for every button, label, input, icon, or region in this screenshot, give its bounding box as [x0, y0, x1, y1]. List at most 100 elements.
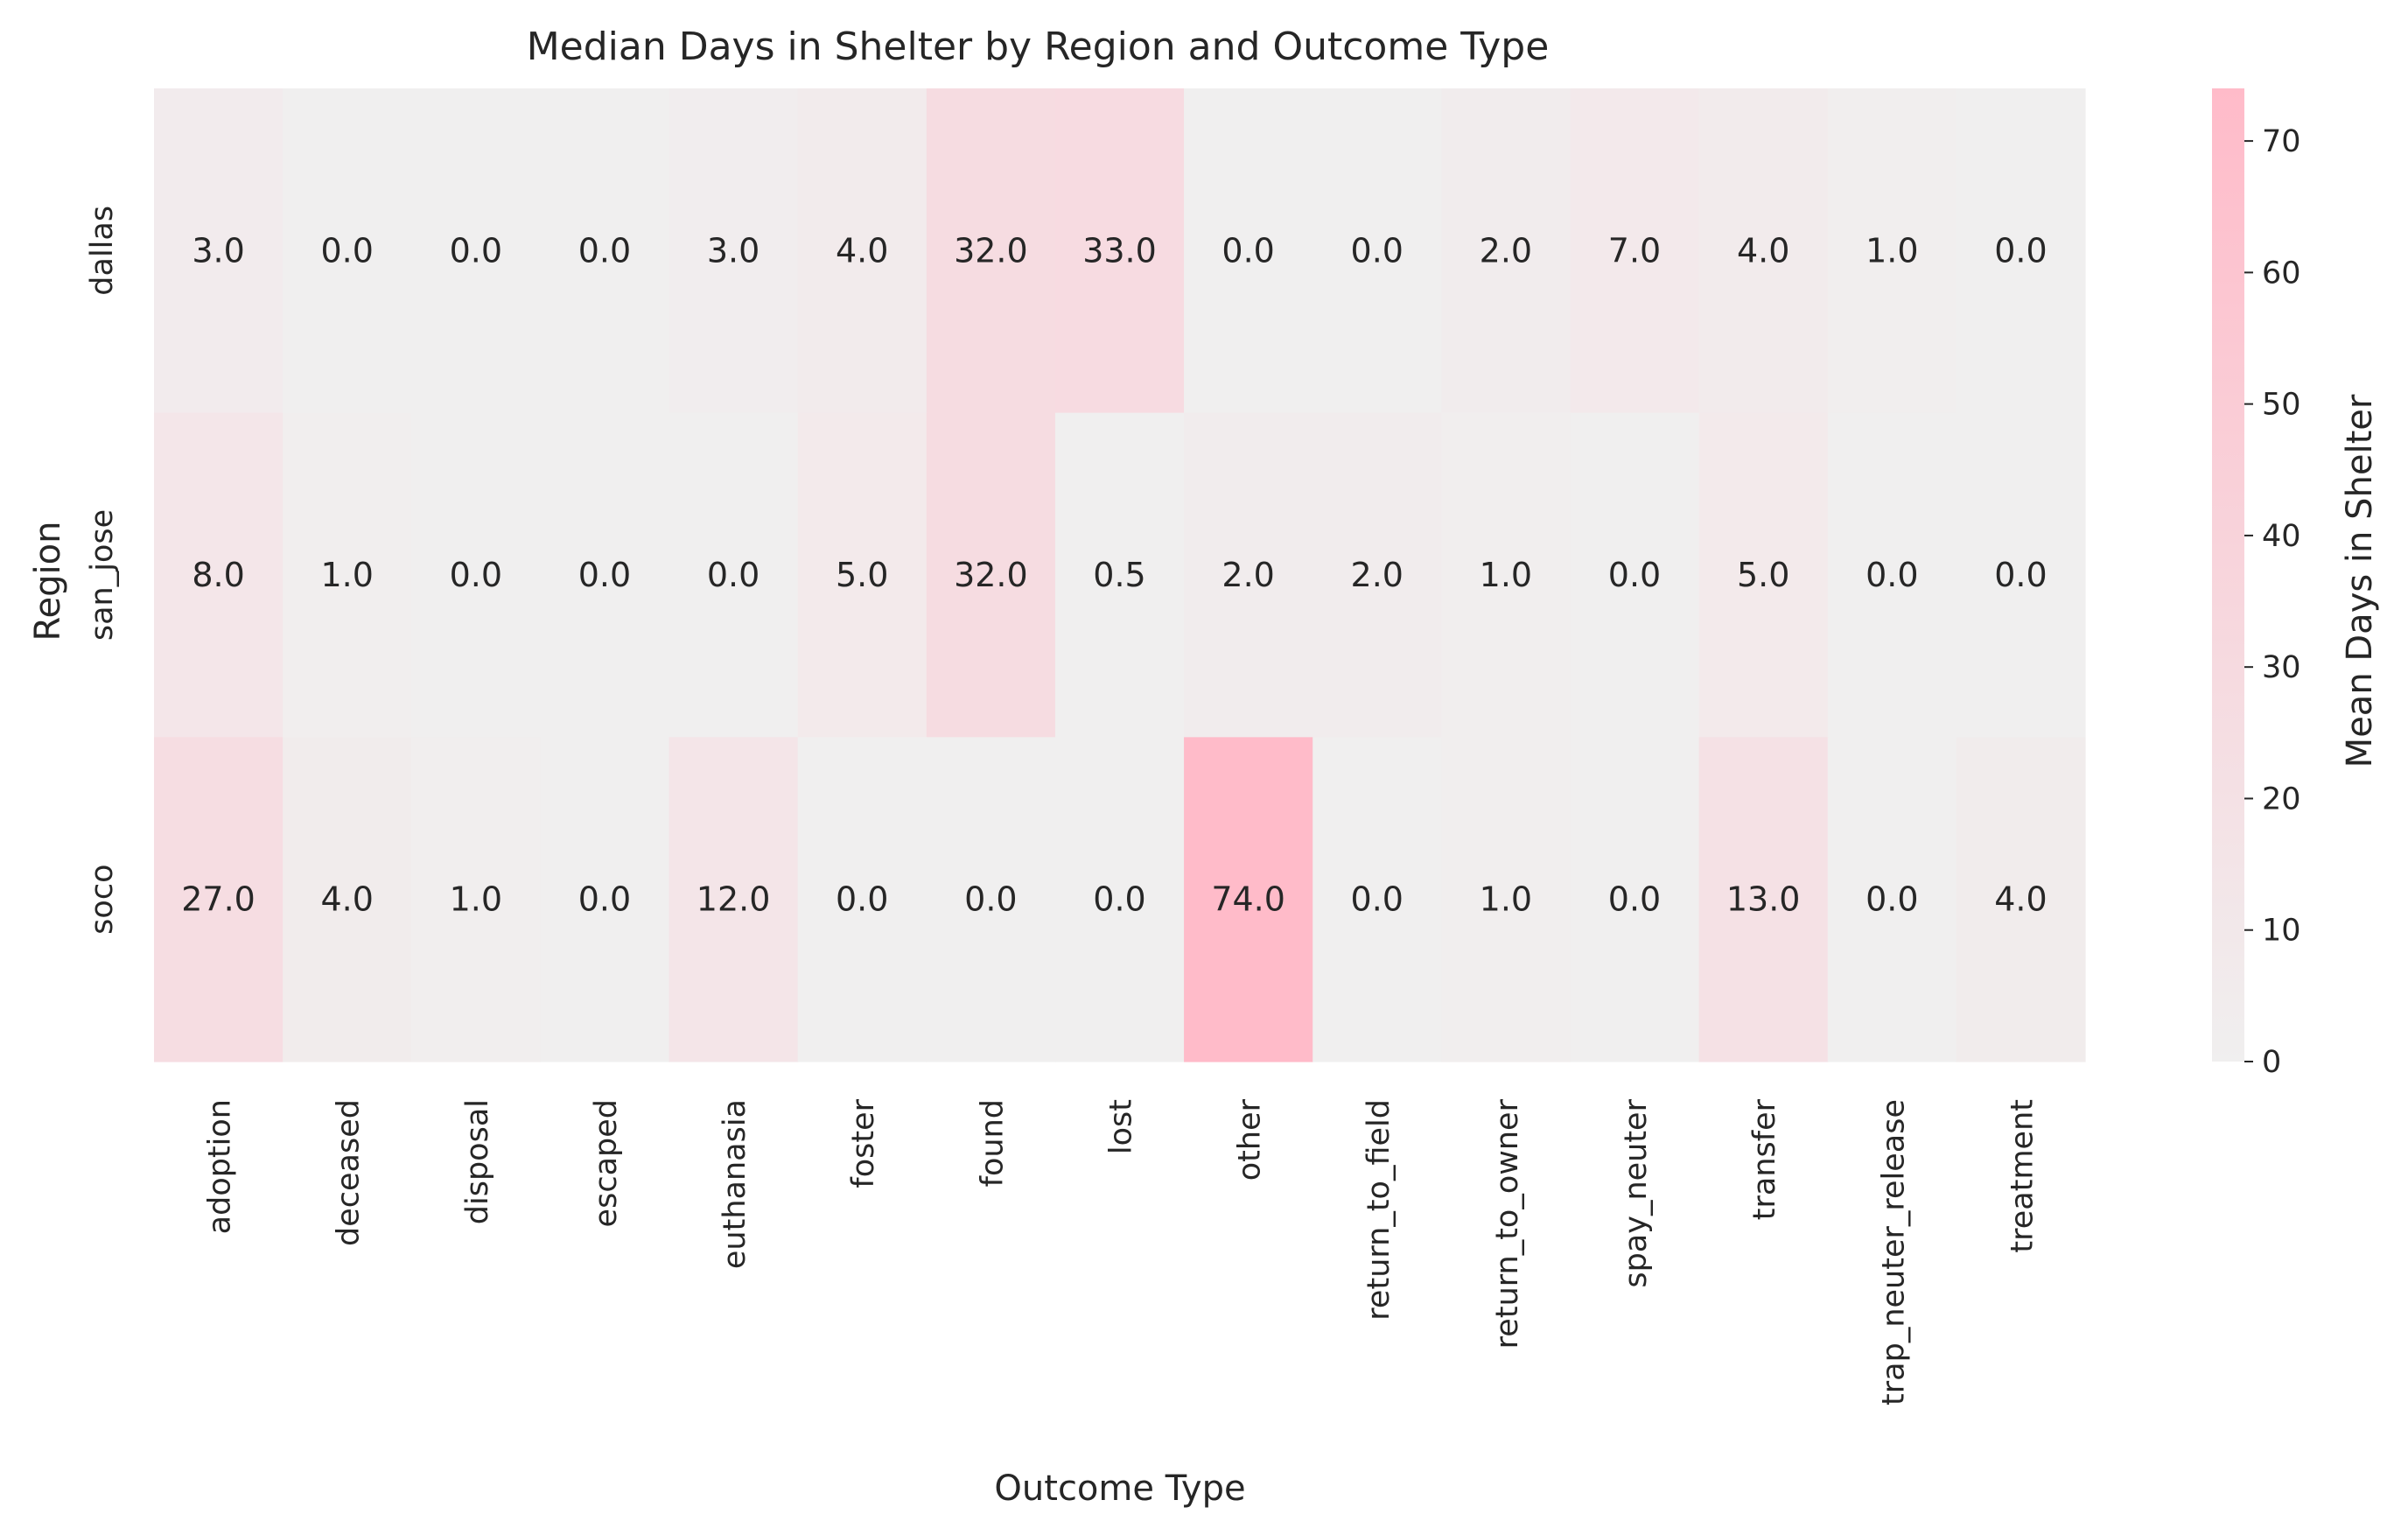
cell-value-label: 0.0: [964, 880, 1017, 919]
cell-value-label: 12.0: [696, 880, 771, 919]
heatmap-cell-san_jose-other: [1184, 412, 1313, 738]
heatmap-cell-dallas-trap_neuter_release: [1827, 88, 1957, 414]
heatmap-cell-san_jose-found: [926, 412, 1056, 738]
x-tick-label: transfer: [1747, 1098, 1782, 1220]
heatmap-cell-soco-trap_neuter_release: [1827, 737, 1957, 1062]
heatmap-cell-labels: 3.0 0.0 0.0 0.0 3.0 4.0 32.0 33.0 0.0 0.0 2.0 7.0 4.…: [181, 231, 2047, 918]
colorbar-tick-label: 60: [2262, 256, 2301, 291]
x-axis-tick-labels: adoption deceased disposal escaped euthanasi…: [203, 1098, 2040, 1405]
y-axis-label: Region: [28, 522, 68, 641]
cell-value-label: 2.0: [1222, 556, 1274, 594]
cell-value-label: 0.0: [578, 231, 631, 270]
heatmap-cell-soco-other: [1184, 737, 1313, 1062]
x-tick-label: escaped: [589, 1099, 624, 1227]
heatmap-cell-dallas-adoption: [154, 88, 284, 414]
cell-value-label: 1.0: [1480, 880, 1532, 919]
cell-value-label: 0.0: [450, 231, 502, 270]
colorbar-tick-label: 10: [2262, 914, 2301, 949]
cell-value-label: 3.0: [707, 231, 760, 270]
heatmap-cell-dallas-found: [926, 88, 1056, 414]
cell-value-label: 0.0: [1222, 231, 1274, 270]
cell-value-label: 5.0: [1737, 556, 1789, 594]
cell-value-label: 0.0: [1351, 880, 1404, 919]
x-tick-label: disposal: [460, 1099, 495, 1224]
heatmap-cell-soco-return_to_field: [1312, 737, 1442, 1062]
colorbar-tick-label: 30: [2262, 650, 2301, 685]
cell-value-label: 3.0: [192, 231, 244, 270]
colorbar-tick-label: 0: [2262, 1045, 2281, 1080]
x-tick-label: deceased: [332, 1099, 367, 1246]
heatmap-cell-dallas-euthanasia: [668, 88, 799, 414]
cell-value-label: 0.0: [450, 556, 502, 594]
x-tick-label: other: [1233, 1098, 1268, 1181]
cell-value-label: 0.0: [1351, 231, 1404, 270]
heatmap-cell-dallas-escaped: [540, 88, 670, 414]
chart-title: Median Days in Shelter by Region and Out…: [527, 25, 1550, 69]
colorbar-tick-label: 20: [2262, 782, 2301, 817]
x-tick-label: found: [975, 1099, 1010, 1187]
heatmap-cell-san_jose-adoption: [154, 412, 284, 738]
heatmap-cell-san_jose-foster: [797, 412, 928, 738]
cell-value-label: 2.0: [1351, 556, 1404, 594]
cell-value-label: 4.0: [836, 231, 888, 270]
heatmap-cell-san_jose-spay_neuter: [1570, 412, 1700, 738]
heatmap-cell-dallas-transfer: [1698, 88, 1829, 414]
cell-value-label: 0.0: [1608, 880, 1661, 919]
cell-value-label: 8.0: [192, 556, 244, 594]
heatmap-cell-soco-transfer: [1698, 737, 1829, 1062]
cell-value-label: 74.0: [1211, 880, 1285, 919]
colorbar-tick-label: 50: [2262, 388, 2301, 423]
y-tick-label: soco: [85, 865, 120, 935]
heatmap-cell-soco-foster: [797, 737, 928, 1062]
heatmap-cell-san_jose-lost: [1054, 412, 1185, 738]
y-tick-label: dallas: [85, 206, 120, 296]
cell-value-label: 0.0: [836, 880, 888, 919]
cell-value-label: 0.0: [578, 880, 631, 919]
x-tick-label: spay_neuter: [1619, 1098, 1654, 1287]
cell-value-label: 1.0: [1480, 556, 1532, 594]
colorbar-tick-label: 40: [2262, 519, 2301, 554]
cell-value-label: 0.0: [1994, 556, 2047, 594]
x-tick-label: return_to_field: [1362, 1099, 1396, 1321]
heatmap-cell-soco-treatment: [1956, 737, 2086, 1062]
heatmap-cell-soco-euthanasia: [668, 737, 799, 1062]
heatmap-cell-san_jose-transfer: [1698, 412, 1829, 738]
heatmap-cell-san_jose-euthanasia: [668, 412, 799, 738]
cell-value-label: 0.0: [1866, 880, 1918, 919]
cell-value-label: 0.0: [1866, 556, 1918, 594]
x-tick-label: treatment: [2005, 1099, 2040, 1253]
x-tick-label: trap_neuter_release: [1876, 1099, 1911, 1405]
cell-value-label: 1.0: [320, 556, 373, 594]
heatmap-cell-san_jose-disposal: [411, 412, 541, 738]
cell-value-label: 0.0: [1093, 880, 1145, 919]
heatmap-cell-san_jose-return_to_field: [1312, 412, 1442, 738]
cell-value-label: 0.5: [1093, 556, 1145, 594]
x-axis-label: Outcome Type: [994, 1468, 1245, 1509]
heatmap-cell-soco-lost: [1054, 737, 1185, 1062]
heatmap-cell-san_jose-trap_neuter_release: [1827, 412, 1957, 738]
x-tick-label: return_to_owner: [1490, 1098, 1525, 1349]
cell-value-label: 5.0: [836, 556, 888, 594]
heatmap-cell-soco-deceased: [283, 737, 412, 1062]
cell-value-label: 4.0: [1994, 880, 2047, 919]
heatmap-cell-dallas-spay_neuter: [1570, 88, 1700, 414]
cell-value-label: 0.0: [578, 556, 631, 594]
heatmap-cell-san_jose-treatment: [1956, 412, 2086, 738]
heatmap-cell-dallas-deceased: [283, 88, 412, 414]
cell-value-label: 0.0: [1994, 231, 2047, 270]
colorbar-ticks: 0 10 20 30 40 50 60 70: [2244, 124, 2301, 1080]
heatmap-cell-dallas-foster: [797, 88, 928, 414]
heatmap-cell-dallas-lost: [1054, 88, 1185, 414]
y-tick-label: san_jose: [85, 509, 120, 641]
heatmap-cell-soco-found: [926, 737, 1056, 1062]
heatmap-cell-dallas-other: [1184, 88, 1313, 414]
cell-value-label: 1.0: [450, 880, 502, 919]
heatmap-cell-san_jose-return_to_owner: [1441, 412, 1572, 738]
x-tick-label: euthanasia: [718, 1099, 752, 1269]
heatmap-cells: [154, 88, 2086, 1062]
cell-value-label: 27.0: [181, 880, 256, 919]
cell-value-label: 13.0: [1726, 880, 1801, 919]
cell-value-label: 4.0: [320, 880, 373, 919]
